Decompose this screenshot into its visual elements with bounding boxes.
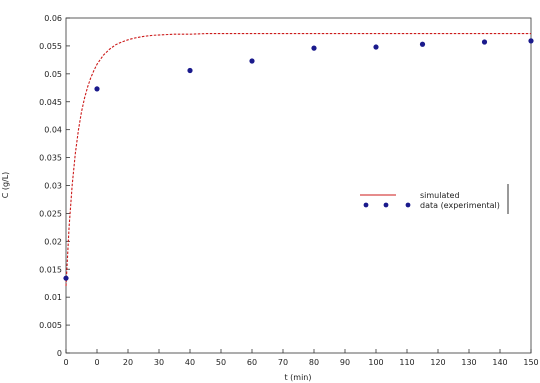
legend-marker (363, 202, 369, 208)
y-tick-label: 0.055 (39, 42, 62, 51)
y-axis-title: C (g/L) (1, 172, 10, 199)
x-tick-label: 150 (523, 358, 538, 367)
data-point (528, 38, 534, 44)
x-tick-label: 120 (430, 358, 445, 367)
plot-frame (65, 17, 532, 354)
y-tick-label: 0.04 (44, 126, 62, 135)
data-point (94, 86, 100, 92)
y-axis-ticks: 0 0.005 0.01 0.015 0.02 0.025 0.03 0.035 0.04 0.0… (39, 14, 70, 358)
x-tick-label: 30 (154, 358, 164, 367)
x-tick-label: 40 (185, 358, 195, 367)
x-tick-label: 100 (368, 358, 383, 367)
y-tick-label: 0.05 (44, 70, 62, 79)
data-point (187, 67, 193, 74)
y-tick-label: 0 (57, 349, 62, 358)
data-point (311, 45, 317, 51)
x-axis-ticks: 0 0 20 30 40 50 60 70 80 90 100 110 120 130 140 150 (63, 349, 539, 367)
legend-entry-data: data (experimental) (420, 201, 500, 210)
legend-marker (383, 202, 389, 208)
y-tick-label: 0.035 (39, 154, 62, 163)
x-tick-label: 0 (63, 358, 68, 367)
series-layer (63, 33, 534, 287)
y-tick-label: 0.03 (44, 182, 62, 191)
y-tick-label: 0.045 (39, 98, 62, 107)
data-point (481, 39, 488, 45)
data-point (63, 275, 69, 281)
y-tick-label: 0.025 (39, 209, 62, 218)
x-tick-label: 80 (309, 358, 319, 367)
x-tick-label: 50 (216, 358, 226, 367)
y-tick-label: 0.06 (44, 14, 62, 23)
y-tick-label: 0.015 (39, 265, 62, 274)
data-point (419, 41, 426, 47)
legend-marker (405, 202, 411, 208)
data-point (249, 58, 255, 64)
series-line-simulated (65, 33, 531, 287)
x-tick-label: 0 (94, 358, 99, 367)
y-tick-label: 0.02 (44, 237, 62, 246)
data-point (373, 44, 379, 50)
x-tick-label: 90 (340, 358, 350, 367)
y-tick-label: 0.005 (39, 321, 62, 330)
x-axis-title: t (min) (284, 373, 311, 382)
x-tick-label: 20 (123, 358, 133, 367)
legend-entry-simulated: simulated (420, 191, 460, 200)
x-tick-label: 130 (461, 358, 476, 367)
x-tick-label: 140 (492, 358, 507, 367)
legend: simulated data (experimental) (360, 184, 509, 214)
x-tick-label: 60 (247, 358, 257, 367)
x-tick-label: 70 (278, 358, 288, 367)
y-tick-label: 0.01 (44, 293, 62, 302)
x-tick-label: 110 (399, 358, 414, 367)
